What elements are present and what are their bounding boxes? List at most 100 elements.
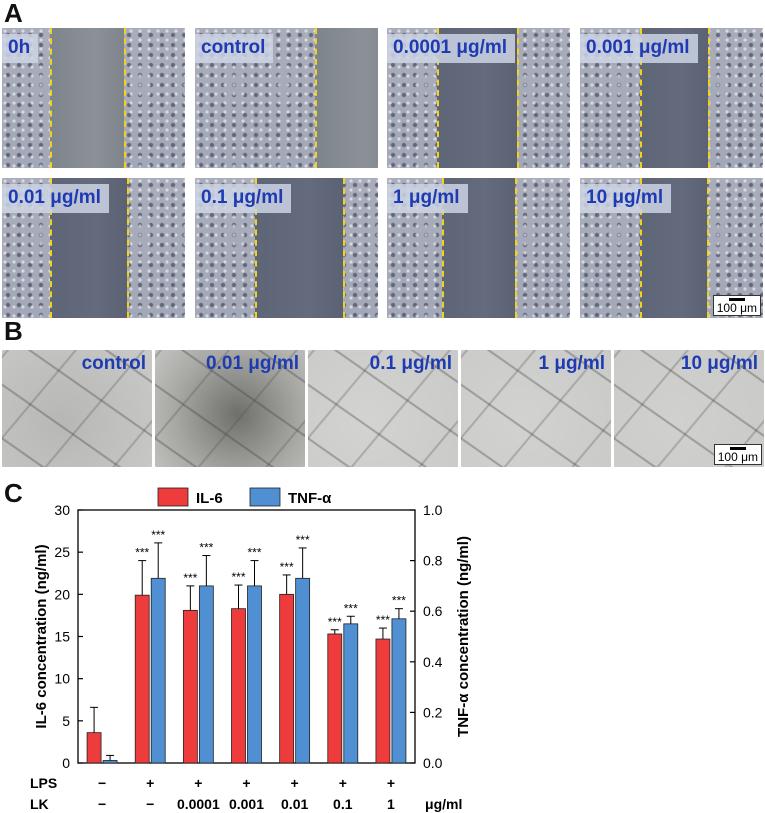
wound-edge-line [50,28,52,168]
tube-formation-image: 1 μg/ml [461,350,611,467]
significance-marker: *** [344,601,358,615]
significance-marker: *** [392,594,406,608]
lk-value: 1 [387,796,395,812]
bar-il6 [86,732,102,764]
row-label-lps: LPS [30,775,57,791]
lk-value: − [98,796,106,812]
scale-bar-label: 100 μm [717,450,758,464]
bar-il6 [327,633,343,764]
legend-swatch [157,487,189,507]
y-axis-label-left: IL-6 concentration (ng/ml) [33,544,50,728]
scale-bar-label: 100 μm [716,301,757,315]
left-tick-label: 5 [62,713,70,729]
condition-label: control [81,353,146,374]
scale-bar-line [729,447,746,450]
left-tick-label: 10 [54,671,70,687]
bar-tnf [295,577,311,764]
condition-label: 0.001 μg/ml [580,34,698,63]
migration-image: 0h [2,28,185,168]
legend-label: IL-6 [196,490,223,507]
significance-marker: *** [135,546,149,560]
significance-marker: *** [231,570,245,584]
bar-il6 [182,609,198,764]
condition-label: 0.0001 μg/ml [387,34,516,63]
panel-a-letter: A [4,0,23,28]
wound-edge-line [640,28,642,168]
right-tick-label: 0.0 [423,755,443,771]
wound-edge-line [708,28,710,168]
tube-formation-image: 0.01 μg/ml [155,350,305,467]
lps-value: + [291,775,299,791]
condition-label: 0.1 μg/ml [369,353,452,374]
wound-edge-line [255,178,257,318]
significance-marker: *** [183,571,197,585]
lps-value: + [387,775,395,791]
bar-il6 [279,593,295,764]
bar-il6 [134,594,150,764]
lps-value: + [146,775,154,791]
bar-tnf [198,585,214,764]
tube-formation-image: 0.1 μg/ml [308,350,458,467]
left-tick-label: 20 [54,586,70,602]
scale-bar-line [728,298,745,301]
bar-tnf [102,760,118,764]
wound-edge-line [50,178,52,318]
left-tick-label: 30 [54,502,70,518]
tube-formation-image: control [2,350,152,467]
lk-value: 0.01 [281,796,308,812]
tube-formation-image: 10 μg/ml 100 μm [614,350,764,467]
wound-edge-line [517,28,519,168]
lk-value: 0.0001 [177,796,220,812]
significance-marker: *** [328,615,342,629]
migration-image: 0.01 μg/ml [2,178,185,318]
wound-edge-line [343,178,345,318]
condition-label: 0.1 μg/ml [195,184,292,213]
condition-label: 1 μg/ml [387,184,468,213]
lps-value: + [339,775,347,791]
tube-network [308,350,458,467]
panel-c-letter: C [4,478,23,508]
migration-image: 0.001 μg/ml [580,28,763,168]
wound-edge-line [442,178,444,318]
scale-bar: 100 μm [713,444,762,465]
legend-label: TNF-α [288,490,332,507]
wound-gap [315,28,378,168]
migration-image: 0.0001 μg/ml [387,28,570,168]
condition-label: control [195,34,274,63]
wound-gap [50,28,124,168]
tube-network [2,350,152,467]
scale-bar: 100 μm [712,295,761,316]
cytokine-bar-chart: 0 5 10 15 20 25 30 0.0 0.2 0.4 0.6 0.8 1.0 IL-6 conce… [30,487,472,812]
lk-value: − [146,796,154,812]
migration-image: 1 μg/ml [387,178,570,318]
right-tick-label: 1.0 [423,502,443,518]
right-tick-label: 0.2 [423,704,443,720]
right-tick-label: 0.4 [423,654,443,670]
significance-marker: *** [199,541,213,555]
bar-tnf [150,577,166,764]
significance-marker: *** [280,560,294,574]
significance-marker: *** [247,546,261,560]
bar-tnf [391,618,407,764]
condition-label: 0.01 μg/ml [2,184,109,213]
significance-marker: *** [376,613,390,627]
bar-il6 [231,608,246,764]
bar-tnf [247,585,262,764]
left-tick-label: 15 [54,629,70,645]
tube-network [461,350,611,467]
wound-edge-line [707,178,709,318]
condition-label: 0.01 μg/ml [206,353,299,374]
right-tick-label: 0.6 [423,603,443,619]
condition-label: 0h [2,34,39,63]
panel-b-letter: B [4,316,23,346]
lps-value: + [242,775,250,791]
bar-il6 [375,638,391,764]
wound-edge-line [124,28,126,168]
lk-value: 0.1 [333,796,353,812]
wound-edge-line [515,178,517,318]
migration-image: control [195,28,378,168]
lps-value: + [194,775,202,791]
wound-edge-line [437,28,439,168]
lps-value: − [98,775,106,791]
wound-edge-line [640,178,642,318]
